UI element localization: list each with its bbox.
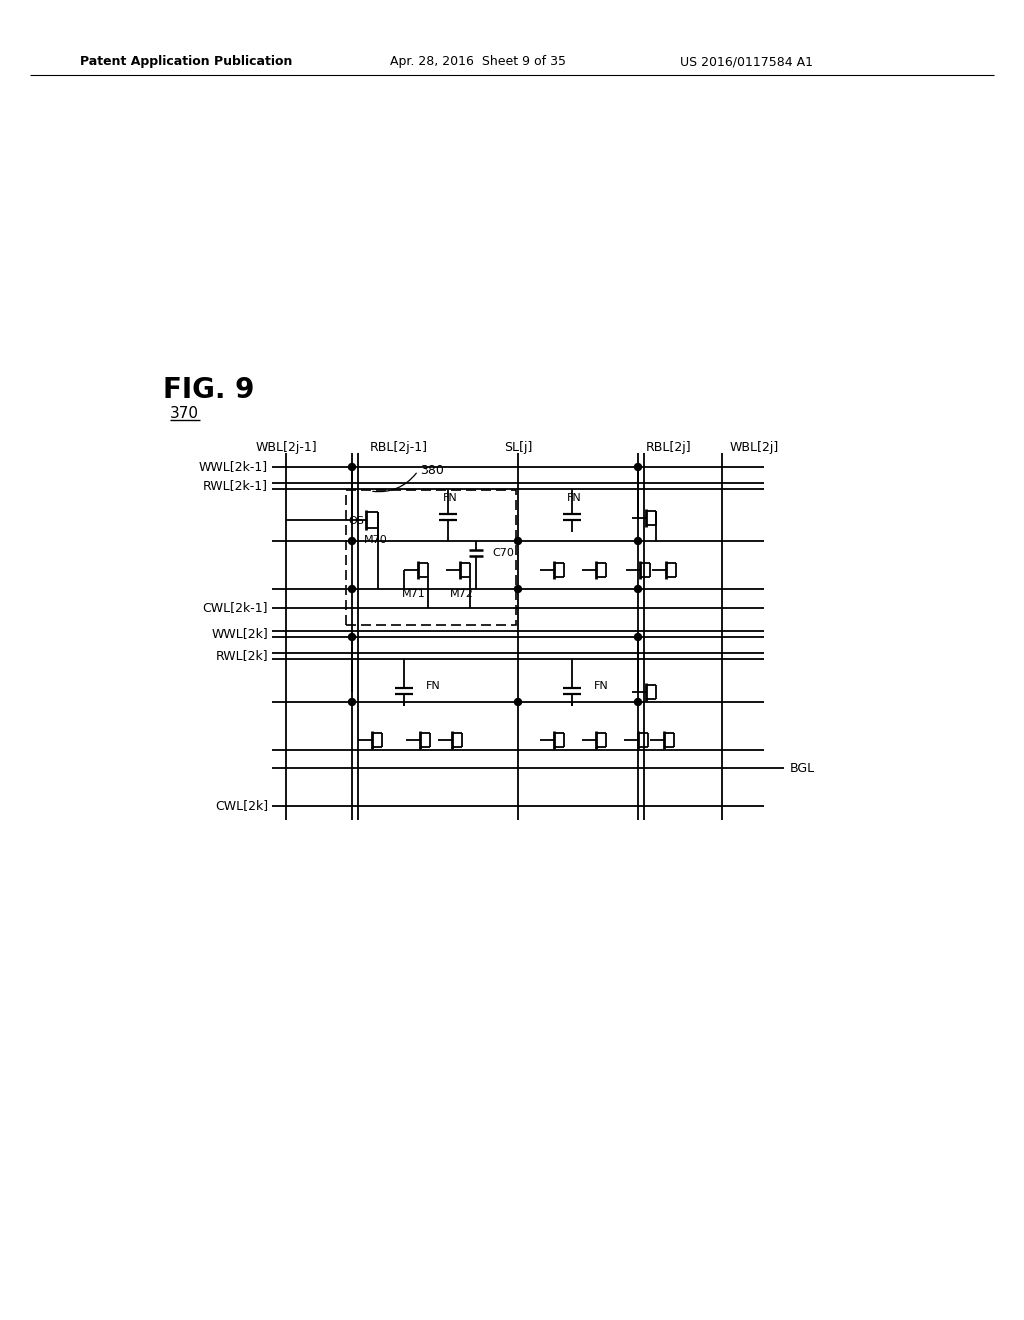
Text: CWL[2k]: CWL[2k] xyxy=(215,800,268,813)
Text: SL[j]: SL[j] xyxy=(504,441,532,454)
Text: M72: M72 xyxy=(451,589,474,599)
Bar xyxy=(346,490,516,624)
Text: M70: M70 xyxy=(364,535,388,545)
Text: WBL[2j-1]: WBL[2j-1] xyxy=(255,441,316,454)
Text: Apr. 28, 2016  Sheet 9 of 35: Apr. 28, 2016 Sheet 9 of 35 xyxy=(390,55,566,69)
Circle shape xyxy=(635,634,641,640)
Circle shape xyxy=(514,537,521,544)
Text: C70: C70 xyxy=(492,548,514,558)
Circle shape xyxy=(635,698,641,705)
Circle shape xyxy=(348,586,355,593)
Circle shape xyxy=(348,463,355,470)
Text: RWL[2k-1]: RWL[2k-1] xyxy=(203,479,268,492)
Text: 380: 380 xyxy=(420,463,443,477)
Text: OS: OS xyxy=(348,516,364,525)
Circle shape xyxy=(348,698,355,705)
Text: RWL[2k]: RWL[2k] xyxy=(215,649,268,663)
Text: FN: FN xyxy=(594,681,608,690)
Circle shape xyxy=(514,698,521,705)
Circle shape xyxy=(635,537,641,544)
Text: CWL[2k-1]: CWL[2k-1] xyxy=(203,602,268,615)
Circle shape xyxy=(348,634,355,640)
Text: 370: 370 xyxy=(170,407,199,421)
Text: FN: FN xyxy=(442,492,458,503)
Circle shape xyxy=(514,586,521,593)
Text: WWL[2k]: WWL[2k] xyxy=(211,627,268,640)
Circle shape xyxy=(635,463,641,470)
Circle shape xyxy=(348,537,355,544)
Text: WWL[2k-1]: WWL[2k-1] xyxy=(199,461,268,474)
Text: BGL: BGL xyxy=(790,762,815,775)
Text: FN: FN xyxy=(566,492,582,503)
Text: FN: FN xyxy=(426,681,440,690)
Text: FIG. 9: FIG. 9 xyxy=(163,376,254,404)
Text: M71: M71 xyxy=(402,589,426,599)
Circle shape xyxy=(635,586,641,593)
Text: RBL[2j-1]: RBL[2j-1] xyxy=(370,441,428,454)
Text: WBL[2j]: WBL[2j] xyxy=(730,441,779,454)
Text: Patent Application Publication: Patent Application Publication xyxy=(80,55,293,69)
Text: US 2016/0117584 A1: US 2016/0117584 A1 xyxy=(680,55,813,69)
Text: RBL[2j]: RBL[2j] xyxy=(646,441,691,454)
